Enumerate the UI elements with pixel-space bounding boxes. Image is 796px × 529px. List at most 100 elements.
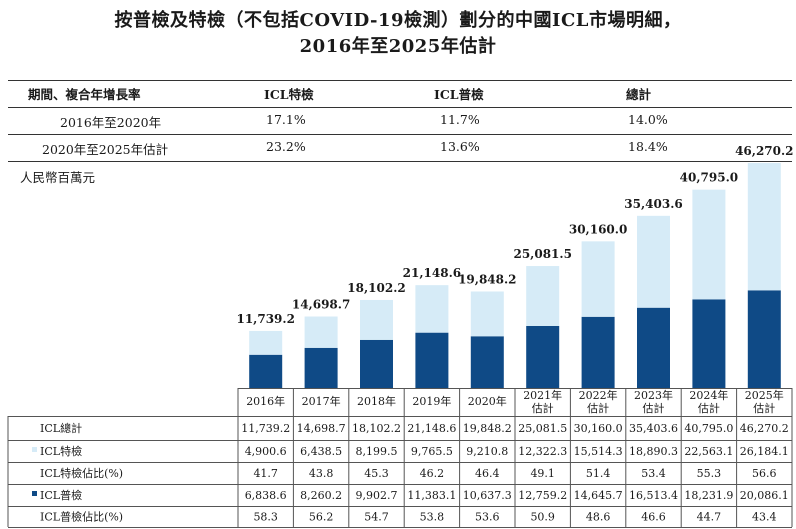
category-sublabel-9: 估計 xyxy=(698,401,720,415)
table-cell-r2-c6: 12,322.3 xyxy=(518,445,567,458)
table-cell-r1-c10: 46,270.2 xyxy=(740,422,789,435)
bar-special-3 xyxy=(360,299,393,340)
bar-special-2 xyxy=(304,316,338,348)
cagr-header-total: 總計 xyxy=(626,87,652,102)
cagr-row2-general: 13.6% xyxy=(440,139,480,154)
table-cell-r2-c2: 6,438.5 xyxy=(300,445,342,458)
table-cell-r1-c5: 19,848.2 xyxy=(463,422,512,435)
bar-general-1 xyxy=(249,354,283,388)
table-cell-r3-c3: 45.3 xyxy=(364,467,389,480)
category-label-5: 2020年 xyxy=(468,394,507,408)
table-cell-r4-c2: 8,260.2 xyxy=(300,489,342,502)
bar-general-2 xyxy=(304,347,338,388)
category-sublabel-6: 估計 xyxy=(532,401,554,415)
cagr-top-rule xyxy=(8,80,792,81)
table-cell-r1-c1: 11,739.2 xyxy=(241,422,290,435)
bar-general-10 xyxy=(747,290,781,388)
category-label-2: 2017年 xyxy=(302,394,341,408)
bar-special-9 xyxy=(692,189,726,300)
total-label-6: 25,081.5 xyxy=(513,247,571,261)
cagr-header-period: 期間、複合年增長率 xyxy=(28,87,141,102)
table-cell-r5-c5: 53.6 xyxy=(475,511,500,524)
table-row-label-5: ICL普檢佔比(%) xyxy=(40,510,123,524)
total-label-7: 30,160.0 xyxy=(569,222,627,236)
table-cell-r5-c4: 53.8 xyxy=(420,511,445,524)
category-label-3: 2018年 xyxy=(357,394,396,408)
category-sublabel-10: 估計 xyxy=(753,401,775,415)
total-label-10: 46,270.2 xyxy=(735,144,793,158)
category-label-9: 2024年 xyxy=(689,388,728,402)
table-cell-r3-c7: 51.4 xyxy=(586,467,611,480)
table-cell-r4-c4: 11,383.1 xyxy=(407,489,456,502)
table-cell-r4-c5: 10,637.3 xyxy=(463,489,512,502)
total-label-4: 21,148.6 xyxy=(403,266,461,280)
bar-special-10 xyxy=(747,163,781,291)
table-cell-r4-c9: 18,231.9 xyxy=(684,489,733,502)
cagr-row1-period: 2016年至2020年 xyxy=(60,115,162,130)
table-cell-r1-c4: 21,148.6 xyxy=(407,422,456,435)
table-cell-r5-c2: 56.2 xyxy=(309,511,334,524)
total-label-2: 14,698.7 xyxy=(292,298,350,312)
legend-swatch-2 xyxy=(32,447,37,452)
table-cell-r4-c6: 12,759.2 xyxy=(518,489,567,502)
table-cell-r5-c6: 50.9 xyxy=(530,511,555,524)
table-row-label-4: ICL普檢 xyxy=(40,488,82,502)
table-cell-r3-c4: 46.2 xyxy=(420,467,445,480)
table-cell-r4-c10: 20,086.1 xyxy=(740,489,789,502)
bar-general-4 xyxy=(415,332,449,388)
table-cell-r2-c8: 18,890.3 xyxy=(629,445,678,458)
table-cell-r1-c8: 35,403.6 xyxy=(629,422,678,435)
category-label-6: 2021年 xyxy=(523,388,562,402)
bar-general-9 xyxy=(692,299,726,388)
cagr-row1-special: 17.1% xyxy=(266,112,306,127)
table-cell-r3-c10: 56.6 xyxy=(752,467,777,480)
cagr-row2-special: 23.2% xyxy=(266,139,306,154)
cagr-row1-general: 11.7% xyxy=(440,112,480,127)
bar-general-6 xyxy=(526,325,560,388)
category-label-4: 2019年 xyxy=(412,394,451,408)
category-label-10: 2025年 xyxy=(745,388,784,402)
table-cell-r5-c1: 58.3 xyxy=(253,511,278,524)
table-cell-r4-c3: 9,902.7 xyxy=(356,489,398,502)
bar-special-6 xyxy=(526,266,560,326)
table-cell-r3-c1: 41.7 xyxy=(253,467,278,480)
table-cell-r3-c6: 49.1 xyxy=(530,467,555,480)
cagr-header-rule xyxy=(8,107,792,108)
cagr-bottom-rule xyxy=(8,161,792,162)
table-cell-r5-c8: 46.6 xyxy=(641,511,666,524)
chart-title-line1: 按普檢及特檢（不包括COVID-19檢測）劃分的中國ICL市場明細， xyxy=(114,10,682,31)
bar-special-7 xyxy=(581,241,615,317)
table-cell-r5-c9: 44.7 xyxy=(697,511,722,524)
total-label-3: 18,102.2 xyxy=(347,281,405,295)
category-label-1: 2016年 xyxy=(246,394,285,408)
table-cell-r3-c8: 53.4 xyxy=(641,467,666,480)
cagr-row2-total: 18.4% xyxy=(628,139,668,154)
table-cell-r5-c10: 43.4 xyxy=(752,511,777,524)
table-cell-r3-c2: 43.8 xyxy=(309,467,334,480)
table-cell-r1-c9: 40,795.0 xyxy=(684,422,733,435)
table-cell-r4-c7: 14,645.7 xyxy=(574,489,623,502)
category-sublabel-8: 估計 xyxy=(643,401,665,415)
chart-title-line2: 2016年至2025年估計 xyxy=(299,36,497,57)
table-cell-r3-c9: 55.3 xyxy=(697,467,722,480)
table-cell-r3-c5: 46.4 xyxy=(475,467,500,480)
table-row-label-1: ICL總計 xyxy=(40,421,82,435)
table-cell-r1-c7: 30,160.0 xyxy=(574,422,623,435)
bar-general-3 xyxy=(360,339,393,388)
table-cell-r2-c3: 8,199.5 xyxy=(356,445,398,458)
table-cell-r2-c4: 9,765.5 xyxy=(411,445,453,458)
bar-general-5 xyxy=(470,336,504,388)
unit-label: 人民幣百萬元 xyxy=(20,170,96,185)
table-cell-r2-c7: 15,514.3 xyxy=(574,445,623,458)
total-label-9: 40,795.0 xyxy=(680,171,738,185)
cagr-row1-total: 14.0% xyxy=(628,112,668,127)
bar-special-1 xyxy=(249,330,283,355)
table-cell-r1-c2: 14,698.7 xyxy=(297,422,346,435)
category-sublabel-7: 估計 xyxy=(587,401,609,415)
table-cell-r1-c6: 25,081.5 xyxy=(518,422,567,435)
total-label-8: 35,403.6 xyxy=(624,197,682,211)
table-cell-r5-c3: 54.7 xyxy=(364,511,389,524)
category-label-7: 2022年 xyxy=(579,388,618,402)
bar-special-5 xyxy=(470,291,504,337)
